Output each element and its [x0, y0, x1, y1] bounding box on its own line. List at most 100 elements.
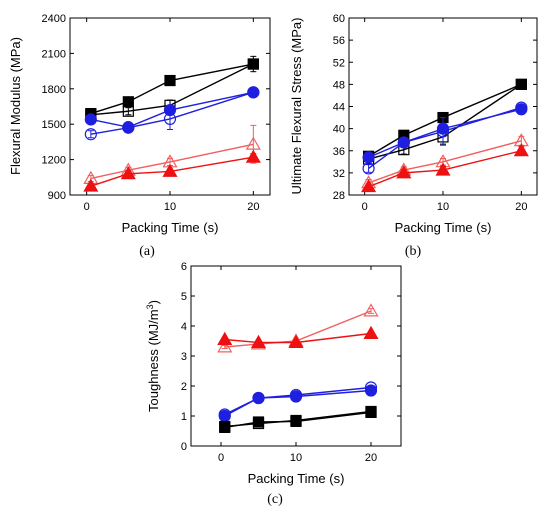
- x-tick-label: 0: [362, 201, 368, 213]
- series-line: [90, 63, 254, 115]
- y-tick-label: 44: [333, 102, 345, 114]
- data-point-circle: [84, 113, 97, 126]
- data-point-triangle: [435, 162, 451, 176]
- data-point-circle: [436, 125, 450, 138]
- series-line: [90, 156, 254, 187]
- series-black-square-open: [362, 78, 527, 166]
- data-point-circle: [247, 86, 260, 99]
- y-tick-label: 900: [48, 190, 66, 202]
- y-tick-label: 4: [181, 321, 187, 333]
- data-point-triangle: [513, 143, 529, 157]
- data-point-triangle: [217, 339, 233, 353]
- data-point-triangle: [396, 165, 412, 179]
- y-axis-label: Flexural Modulus (MPa): [8, 37, 23, 175]
- data-point-square: [122, 105, 134, 117]
- series-line: [368, 83, 522, 160]
- data-point-triangle: [250, 334, 267, 348]
- series-line: [368, 140, 522, 184]
- data-point-circle: [515, 101, 528, 114]
- data-point-circle: [362, 162, 375, 175]
- y-tick-label: 2100: [42, 48, 66, 60]
- series-blue-circle-open: [84, 86, 260, 141]
- y-tick-label: 36: [333, 146, 345, 158]
- panel-a: 900 1200 1500 1800 2100 2400 0 10 20 Flexural Mo…: [8, 13, 271, 259]
- y-tick-label: 1800: [42, 84, 66, 96]
- data-point-circle: [252, 391, 265, 405]
- x-axis-label: Packing Time (s): [248, 471, 345, 486]
- series-blue-circle-open: [362, 101, 528, 175]
- x-tick-label: 10: [290, 452, 302, 464]
- data-point-circle: [218, 409, 231, 423]
- x-axis-label: Packing Time (s): [122, 220, 219, 235]
- panel-b: 28 32 36 40 44 48 52 56 60 0 10 20 Ultimate Flexura…: [289, 13, 538, 259]
- x-tick-label: 20: [247, 201, 259, 213]
- ticks: 0 1 2 3 4 5 6 0 10 20: [181, 261, 401, 464]
- marks: [217, 303, 379, 433]
- data-point-square: [219, 421, 231, 433]
- y-tick-label: 1200: [42, 155, 66, 167]
- data-point-square: [247, 58, 259, 70]
- series-line: [368, 150, 522, 188]
- panel-label: (b): [405, 244, 422, 259]
- series-line: [224, 332, 372, 344]
- ticks: 28 32 36 40 44 48 52 56 60 0 10 20: [333, 13, 537, 213]
- series-line: [368, 83, 522, 157]
- data-point-square: [515, 78, 527, 90]
- data-point-circle: [397, 136, 410, 149]
- data-point-circle: [364, 384, 378, 397]
- data-point-square: [164, 74, 176, 87]
- y-axis-label-main: Toughness (MJ/m: [146, 309, 161, 412]
- data-point-square: [365, 406, 377, 418]
- y-tick-label: 6: [181, 261, 187, 273]
- panel-label: (c): [267, 492, 283, 507]
- y-tick-label: 40: [333, 124, 345, 136]
- x-tick-label: 0: [218, 452, 224, 464]
- series-line: [90, 143, 254, 180]
- x-tick-label: 10: [164, 201, 176, 213]
- data-point-square: [290, 415, 302, 427]
- series-line: [224, 389, 372, 417]
- x-tick-label: 0: [84, 201, 90, 213]
- data-point-triangle: [361, 178, 377, 193]
- data-point-circle: [84, 128, 97, 141]
- panel-label: (a): [139, 244, 155, 259]
- series-line: [90, 91, 254, 128]
- y-tick-label: 56: [333, 35, 345, 47]
- data-point-square: [122, 96, 134, 108]
- data-point-triangle: [217, 331, 233, 345]
- y-tick-label: 1500: [42, 119, 66, 131]
- x-axis-label: Packing Time (s): [395, 220, 492, 235]
- y-tick-label: 5: [181, 291, 187, 303]
- data-point-circle: [163, 112, 177, 125]
- y-tick-label: 1: [181, 411, 187, 423]
- data-point-triangle: [288, 334, 304, 348]
- y-tick-label: 32: [333, 168, 345, 180]
- x-tick-label: 20: [515, 201, 527, 213]
- data-point-circle: [289, 390, 303, 403]
- series-red-triangle-filled: [83, 149, 261, 192]
- data-point-triangle: [245, 149, 261, 163]
- series-red-triangle-filled: [361, 143, 529, 193]
- y-axis-label-superscript: 3: [145, 304, 155, 309]
- series-line: [224, 411, 372, 429]
- y-axis-label-end: ): [146, 300, 161, 304]
- series-blue-circle-filled: [218, 384, 378, 423]
- series-line: [90, 91, 254, 135]
- y-tick-label: 3: [181, 351, 187, 363]
- data-point-triangle: [363, 303, 379, 317]
- x-tick-label: 10: [437, 201, 449, 213]
- data-point-circle: [122, 121, 135, 134]
- data-point-triangle: [363, 325, 379, 339]
- ticks: 900 1200 1500 1800 2100 2400 0 10 20: [42, 13, 270, 213]
- x-tick-label: 20: [365, 452, 377, 464]
- series-blue-circle-filled: [84, 86, 260, 134]
- y-tick-label: 48: [333, 79, 345, 91]
- series-black-square-filled: [219, 406, 377, 433]
- series-line: [90, 63, 254, 116]
- data-point-circle: [362, 151, 375, 164]
- y-axis-label: Ultimate Flexural Stress (MPa): [289, 18, 304, 195]
- series-red-triangle-filled: [217, 325, 379, 348]
- marks: [361, 78, 529, 193]
